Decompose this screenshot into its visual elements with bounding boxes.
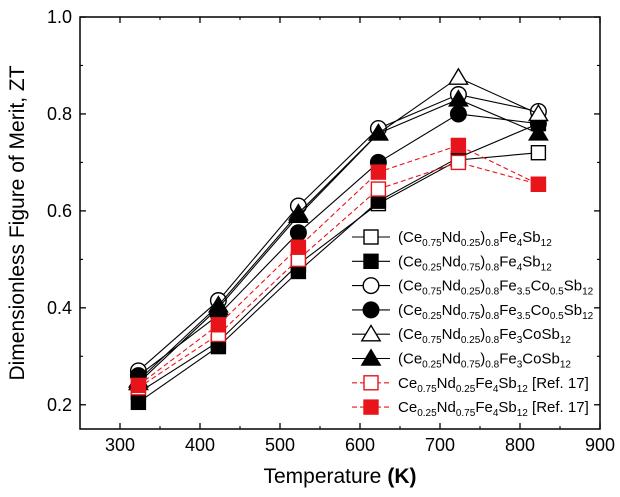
marker-square bbox=[370, 164, 387, 180]
x-axis-label-main: Temperature bbox=[263, 465, 381, 488]
x-axis-label-unit: (K) bbox=[387, 465, 416, 488]
x-tick-label: 300 bbox=[105, 435, 135, 455]
marker-square bbox=[363, 229, 379, 245]
series-6 bbox=[127, 89, 549, 391]
x-axis-label: Temperature (K) bbox=[263, 465, 416, 488]
x-tick-label: 800 bbox=[505, 435, 535, 455]
marker-square bbox=[363, 375, 379, 391]
legend-item: Ce0.75Nd0.25Fe4Sb12 [Ref. 17] bbox=[352, 375, 589, 395]
marker-circle bbox=[362, 277, 380, 295]
marker-square bbox=[450, 137, 467, 154]
x-tick-label: 400 bbox=[185, 435, 215, 455]
legend-label: (Ce0.25Nd0.75)0.8Fe3CoSb12 bbox=[398, 351, 571, 371]
legend-item: Ce0.25Nd0.75Fe4Sb12 [Ref. 17] bbox=[352, 399, 589, 419]
series-8 bbox=[130, 137, 547, 394]
legend-label: Ce0.25Nd0.75Fe4Sb12 [Ref. 17] bbox=[398, 399, 589, 419]
marker-square bbox=[130, 394, 147, 411]
x-tick-label: 600 bbox=[345, 435, 375, 455]
x-tick-label: 700 bbox=[425, 435, 455, 455]
legend-label: (Ce0.75Nd0.25)0.8Fe3.5Co0.5Sb12 bbox=[398, 278, 594, 298]
legend-label: (Ce0.75Nd0.25)0.8Fe4Sb12 bbox=[398, 229, 552, 249]
legend-label: (Ce0.25Nd0.75)0.8Fe3.5Co0.5Sb12 bbox=[398, 302, 594, 322]
marker-square bbox=[370, 181, 387, 197]
series-line bbox=[138, 144, 539, 386]
marker-triangle bbox=[447, 67, 469, 85]
marker-circle bbox=[449, 105, 467, 123]
legend: (Ce0.75Nd0.25)0.8Fe4Sb12 (Ce0.25Nd0.75)0.… bbox=[352, 229, 594, 419]
marker-square bbox=[130, 377, 147, 394]
plot-frame bbox=[79, 16, 601, 430]
marker-triangle bbox=[447, 89, 469, 107]
series-line bbox=[138, 93, 539, 372]
series-layer bbox=[127, 67, 549, 411]
marker-triangle bbox=[527, 103, 549, 122]
legend-item: (Ce0.25Nd0.75)0.8Fe4Sb12 bbox=[352, 253, 552, 273]
y-tick-label: 0.2 bbox=[47, 395, 72, 415]
marker-circle bbox=[289, 224, 307, 242]
series-line bbox=[138, 76, 539, 381]
legend-item: (Ce0.75Nd0.25)0.8Fe4Sb12 bbox=[352, 229, 552, 249]
marker-square bbox=[530, 176, 547, 192]
series-line bbox=[138, 98, 539, 384]
legend-label: (Ce0.75Nd0.25)0.8Fe3CoSb12 bbox=[398, 326, 571, 346]
series-line bbox=[138, 161, 539, 389]
marker-triangle bbox=[527, 123, 549, 141]
marker-triangle bbox=[360, 348, 382, 366]
marker-square bbox=[450, 154, 467, 171]
marker-triangle bbox=[207, 297, 229, 316]
x-tick-label: 500 bbox=[265, 435, 295, 455]
marker-square bbox=[363, 253, 379, 270]
marker-square bbox=[290, 239, 307, 255]
legend-item: (Ce0.75Nd0.25)0.8Fe3CoSb12 bbox=[352, 324, 571, 346]
series-line bbox=[138, 152, 539, 394]
y-axis-label: Dimensionless Figure of Merit, ZT bbox=[6, 65, 29, 380]
legend-item: (Ce0.75Nd0.25)0.8Fe3.5Co0.5Sb12 bbox=[352, 277, 594, 298]
legend-label: Ce0.75Nd0.25Fe4Sb12 [Ref. 17] bbox=[398, 375, 589, 395]
y-tick-label: 0.4 bbox=[47, 298, 72, 318]
marker-square bbox=[530, 145, 547, 161]
axis-ticks: 300 400 500 600 700 800 900 0.2 0.4 0.6 0.8 1.0 bbox=[47, 7, 615, 455]
y-tick-label: 1.0 bbox=[47, 7, 72, 27]
legend-label: (Ce0.25Nd0.75)0.8Fe4Sb12 bbox=[398, 253, 552, 273]
legend-item: (Ce0.25Nd0.75)0.8Fe3CoSb12 bbox=[352, 348, 571, 371]
y-tick-label: 0.6 bbox=[47, 201, 72, 221]
marker-square bbox=[210, 317, 227, 333]
marker-triangle bbox=[287, 205, 309, 223]
marker-triangle bbox=[360, 324, 382, 342]
marker-square bbox=[363, 399, 379, 415]
marker-triangle bbox=[367, 123, 389, 141]
legend-item: (Ce0.25Nd0.75)0.8Fe3.5Co0.5Sb12 bbox=[352, 301, 594, 322]
series-line bbox=[138, 113, 539, 377]
x-tick-label: 900 bbox=[585, 435, 615, 455]
marker-circle bbox=[362, 301, 380, 319]
y-tick-label: 0.8 bbox=[47, 104, 72, 124]
